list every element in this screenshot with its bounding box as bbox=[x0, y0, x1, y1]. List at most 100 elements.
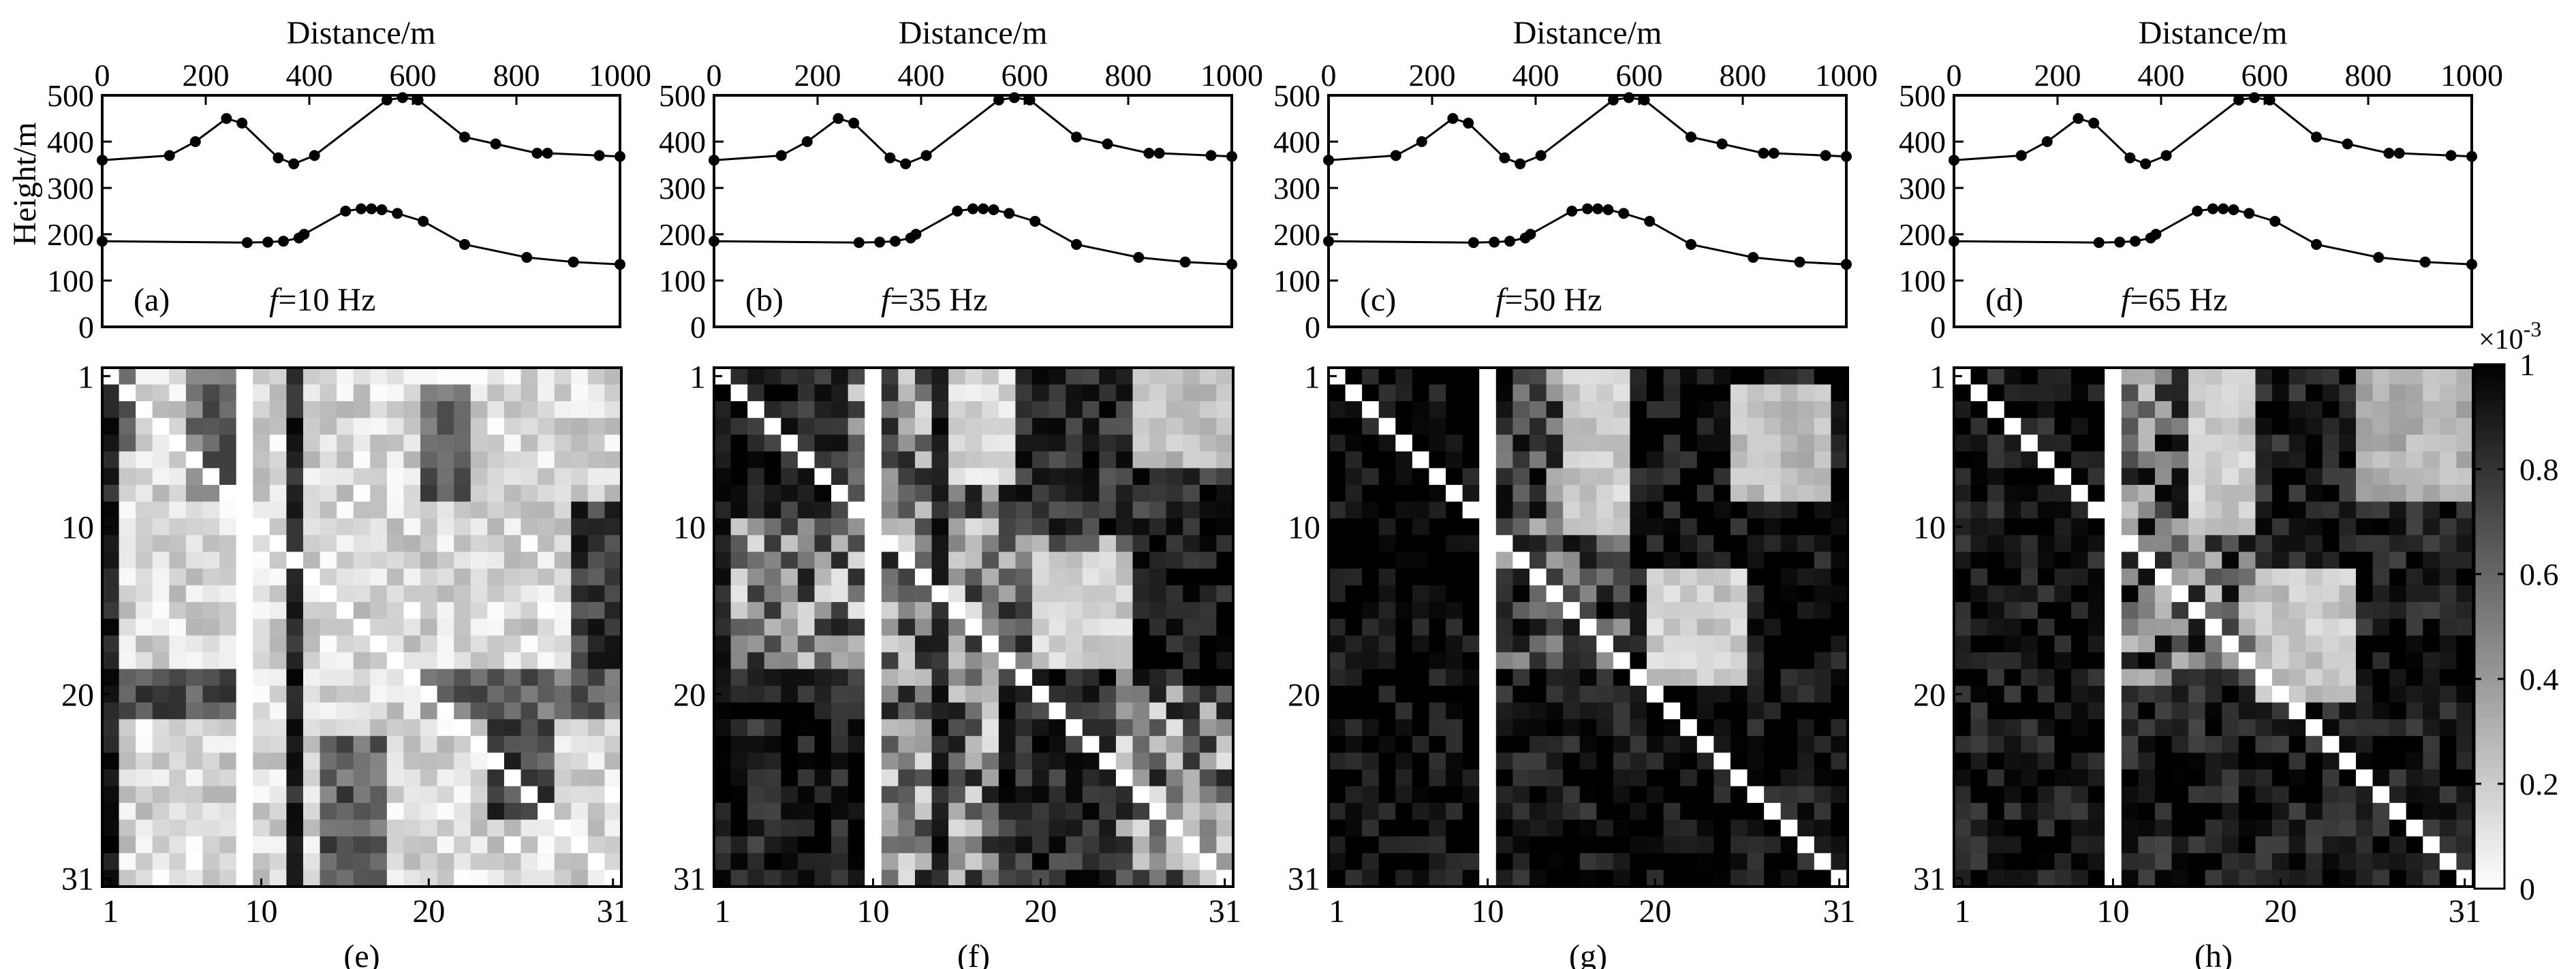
matrix-cell bbox=[185, 434, 204, 452]
matrix-cell bbox=[2222, 752, 2239, 770]
matrix-cell bbox=[2222, 719, 2239, 737]
matrix-x-tick-label: 20 bbox=[1024, 893, 1057, 930]
matrix-cell bbox=[1797, 468, 1815, 486]
matrix-cell bbox=[1412, 434, 1430, 452]
matrix-cell bbox=[2306, 803, 2323, 821]
matrix-cell bbox=[202, 368, 220, 385]
matrix-cell bbox=[2037, 535, 2055, 552]
matrix-cell bbox=[554, 434, 572, 452]
matrix-cell bbox=[1730, 501, 1748, 519]
matrix-cell bbox=[169, 468, 187, 486]
matrix-cell bbox=[437, 769, 454, 787]
matrix-cell bbox=[948, 468, 966, 486]
matrix-cell bbox=[2188, 401, 2206, 419]
matrix-cell bbox=[253, 618, 270, 636]
matrix-cell bbox=[1462, 485, 1480, 503]
matrix-cell bbox=[1479, 635, 1497, 653]
matrix-cell bbox=[797, 870, 816, 887]
matrix-cell bbox=[2171, 803, 2189, 821]
matrix-cell bbox=[1954, 434, 1972, 452]
matrix-cell bbox=[185, 384, 204, 402]
matrix-cell bbox=[2088, 568, 2105, 586]
matrix-cell bbox=[1362, 669, 1380, 686]
matrix-cell bbox=[219, 417, 237, 435]
matrix-cell bbox=[1082, 669, 1100, 686]
matrix-cell bbox=[2439, 552, 2457, 569]
matrix-cell bbox=[914, 853, 933, 871]
matrix-cell bbox=[420, 384, 438, 402]
matrix-cell bbox=[2105, 669, 2122, 686]
matrix-cell bbox=[1970, 618, 1988, 636]
y-tick-label: 400 bbox=[47, 125, 94, 159]
matrix-cell bbox=[2021, 635, 2038, 653]
matrix-cell bbox=[2339, 368, 2357, 385]
matrix-cell bbox=[747, 803, 765, 821]
matrix-cell bbox=[487, 819, 505, 837]
matrix-cell bbox=[2171, 669, 2189, 686]
matrix-cell bbox=[571, 585, 589, 603]
matrix-cell bbox=[1579, 568, 1597, 586]
matrix-cell bbox=[538, 417, 555, 435]
matrix-cell bbox=[2355, 384, 2374, 402]
matrix-cell bbox=[253, 485, 270, 503]
matrix-cell bbox=[881, 819, 899, 837]
matrix-cell bbox=[219, 618, 237, 636]
matrix-cell bbox=[470, 552, 488, 569]
matrix-cell bbox=[454, 468, 471, 486]
matrix-cell bbox=[730, 501, 748, 519]
matrix-cell bbox=[831, 552, 849, 569]
matrix-cell bbox=[1696, 702, 1714, 720]
matrix-cell bbox=[1099, 468, 1117, 486]
matrix-cell bbox=[1747, 752, 1765, 770]
matrix-cell bbox=[286, 368, 304, 385]
matrix-cell bbox=[2322, 368, 2340, 385]
matrix-cell bbox=[353, 568, 371, 586]
matrix-cell bbox=[1199, 518, 1217, 536]
x-axis-title: Distance/m bbox=[899, 15, 1048, 51]
matrix-cell bbox=[2339, 384, 2357, 402]
matrix-cell bbox=[848, 535, 865, 552]
matrix-cell bbox=[1797, 803, 1815, 821]
matrix-cell bbox=[865, 702, 882, 720]
matrix-cell bbox=[420, 468, 438, 486]
matrix-cell bbox=[202, 735, 220, 753]
matrix-cell bbox=[152, 417, 170, 435]
matrix-cell bbox=[948, 417, 966, 435]
matrix-cell bbox=[1780, 401, 1798, 419]
matrix-cell bbox=[730, 585, 748, 603]
matrix-cell bbox=[1987, 518, 2005, 536]
matrix-cell bbox=[202, 384, 220, 402]
matrix-cell bbox=[764, 568, 781, 586]
matrix-cell bbox=[2355, 769, 2374, 787]
matrix-cell bbox=[881, 417, 899, 435]
matrix-cell bbox=[1696, 836, 1714, 854]
y-axis-label: Height/m bbox=[7, 122, 43, 245]
matrix-cell bbox=[2238, 468, 2256, 486]
matrix-cell bbox=[1462, 719, 1480, 737]
matrix-cell bbox=[587, 652, 606, 670]
matrix-cell bbox=[2322, 735, 2340, 753]
matrix-cell bbox=[538, 769, 555, 787]
matrix-cell bbox=[2288, 702, 2306, 720]
matrix-cell bbox=[898, 669, 916, 686]
matrix-cell bbox=[1032, 669, 1050, 686]
matrix-cell bbox=[503, 618, 522, 636]
panel-label: (b) bbox=[745, 282, 783, 318]
matrix-cell bbox=[2105, 652, 2122, 670]
matrix-cell bbox=[1216, 652, 1234, 670]
matrix-cell bbox=[604, 401, 622, 419]
matrix-cell bbox=[781, 518, 798, 536]
x-tick-label: 400 bbox=[898, 58, 945, 93]
matrix-cell bbox=[814, 786, 832, 804]
matrix-cell bbox=[2171, 368, 2189, 385]
colorbar-tick-label: 0.4 bbox=[2519, 662, 2559, 697]
matrix-cell bbox=[2238, 602, 2256, 620]
matrix-cell bbox=[236, 702, 253, 720]
matrix-cell bbox=[1199, 752, 1217, 770]
matrix-cell bbox=[1183, 485, 1200, 503]
matrix-cell bbox=[1663, 501, 1681, 519]
matrix-cell bbox=[219, 535, 237, 552]
frequency-value: =35 Hz bbox=[890, 282, 987, 318]
matrix-cell bbox=[454, 735, 471, 753]
